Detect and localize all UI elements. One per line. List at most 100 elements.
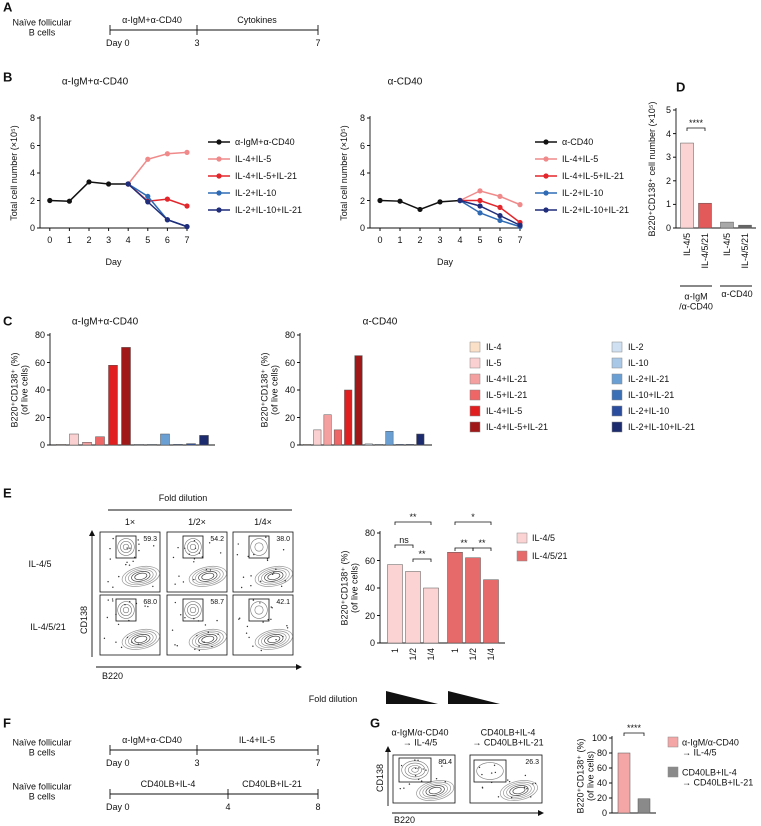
event	[193, 578, 195, 581]
line	[459, 190, 521, 206]
event	[435, 777, 438, 780]
point	[106, 181, 112, 187]
significance-label: ns	[399, 534, 409, 545]
event	[284, 580, 286, 582]
event	[103, 637, 106, 640]
point	[477, 210, 483, 216]
x-tick-label: 4	[457, 234, 463, 245]
flow-plot	[166, 531, 228, 593]
event	[184, 616, 186, 619]
bar	[720, 221, 734, 229]
x-tick-label: 1	[66, 234, 72, 245]
event	[282, 635, 284, 638]
legend-swatch	[516, 550, 528, 562]
significance-label: **	[460, 537, 468, 548]
event	[267, 618, 269, 621]
contour	[422, 783, 448, 798]
legend-swatch	[543, 173, 549, 179]
x-tick-label: IL-4/5/21	[739, 233, 750, 269]
gate	[398, 757, 432, 783]
timeline-day: Day 0	[106, 757, 130, 768]
y-tick-label: 6	[29, 140, 35, 151]
flow-plot	[99, 531, 161, 593]
dilution-wedge	[386, 691, 438, 704]
x-tick-label: 6	[497, 234, 503, 245]
significance-label: **	[409, 511, 417, 522]
significance-label: ****	[626, 722, 642, 733]
event	[253, 553, 255, 556]
arrow-head	[538, 810, 544, 816]
bar	[637, 798, 651, 814]
event	[248, 636, 250, 639]
legend-label: α-IgM/α-CD40 → IL-4/5	[682, 737, 739, 758]
timeline-phase: CD40LB+IL-4	[140, 778, 196, 789]
flow-column: 1/2×	[188, 516, 206, 527]
contour	[187, 604, 199, 616]
legend-swatch	[216, 173, 222, 179]
event	[194, 547, 197, 549]
event	[425, 769, 427, 771]
flow-plot	[232, 594, 294, 656]
event	[414, 774, 417, 777]
point	[497, 213, 503, 219]
bar	[344, 389, 353, 446]
x-tick-label: 1	[397, 234, 403, 245]
contour	[503, 781, 535, 800]
timeline-day: 3	[194, 757, 200, 768]
event	[174, 583, 176, 585]
event	[193, 558, 196, 560]
event	[271, 573, 274, 576]
event	[138, 549, 140, 552]
event	[179, 614, 182, 616]
legend-label: α-IgM+α-CD40	[235, 136, 295, 147]
y-tick-label: 80	[364, 527, 375, 538]
contour	[128, 632, 154, 647]
event	[441, 765, 443, 767]
event	[144, 605, 146, 607]
y-tick-label: 8	[29, 112, 35, 123]
point	[517, 202, 523, 208]
event	[138, 543, 140, 545]
event	[478, 766, 481, 769]
event	[260, 649, 262, 652]
legend-swatch	[469, 373, 481, 385]
timeline-day: 3	[194, 37, 200, 48]
legend-label: IL-4+IL-5+IL-21	[562, 170, 625, 181]
bar	[186, 443, 196, 446]
bar	[483, 579, 499, 644]
point	[145, 199, 151, 205]
point	[477, 197, 483, 204]
legend-label: IL-4	[486, 341, 502, 352]
event	[196, 634, 198, 637]
event	[414, 759, 416, 761]
contour	[257, 630, 290, 649]
event	[265, 536, 267, 538]
legend-label: α-CD40	[562, 136, 594, 147]
y-tick-label: 2	[665, 175, 671, 186]
event	[238, 618, 240, 620]
y-axis-label: B220⁺CD138⁺ (%) (of live cells)	[339, 550, 360, 626]
event	[532, 783, 534, 785]
flow-x-axis: B220	[102, 670, 124, 681]
event	[129, 547, 131, 549]
event	[115, 641, 117, 643]
bar	[56, 444, 66, 446]
event	[286, 625, 288, 627]
event	[111, 598, 114, 600]
point	[497, 204, 503, 210]
flow-y-axis: CD138	[374, 763, 385, 793]
event	[174, 644, 176, 646]
x-tick-label: 3	[437, 234, 443, 245]
bar	[95, 436, 105, 446]
contour	[124, 567, 157, 586]
y-tick-label: 0	[359, 222, 365, 233]
x-tick-label: 1/4	[485, 648, 496, 661]
chart-title: α-IgM+α-CD40	[71, 316, 139, 328]
point	[125, 181, 131, 187]
event	[246, 625, 249, 628]
legend-swatch	[216, 190, 222, 196]
event	[184, 547, 186, 550]
event	[112, 537, 114, 540]
y-tick-label: 3	[665, 152, 671, 163]
contour	[131, 634, 151, 645]
